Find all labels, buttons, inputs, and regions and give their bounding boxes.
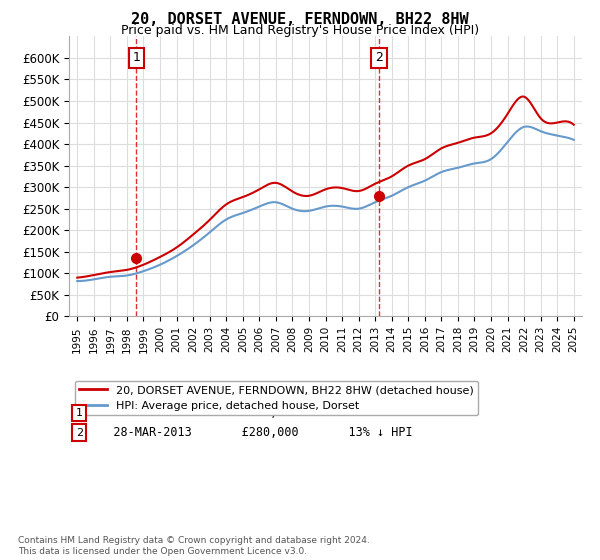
Text: 1: 1 bbox=[133, 52, 140, 64]
Text: Contains HM Land Registry data © Crown copyright and database right 2024.
This d: Contains HM Land Registry data © Crown c… bbox=[18, 536, 370, 556]
Text: 2: 2 bbox=[76, 428, 83, 437]
Text: 30-JUL-1998       £135,000       12% ↑ HPI: 30-JUL-1998 £135,000 12% ↑ HPI bbox=[92, 407, 413, 419]
Text: Price paid vs. HM Land Registry's House Price Index (HPI): Price paid vs. HM Land Registry's House … bbox=[121, 24, 479, 37]
Text: 1: 1 bbox=[76, 408, 83, 418]
Text: 20, DORSET AVENUE, FERNDOWN, BH22 8HW: 20, DORSET AVENUE, FERNDOWN, BH22 8HW bbox=[131, 12, 469, 27]
Text: 2: 2 bbox=[375, 52, 383, 64]
Text: 28-MAR-2013       £280,000       13% ↓ HPI: 28-MAR-2013 £280,000 13% ↓ HPI bbox=[92, 426, 413, 439]
Legend: 20, DORSET AVENUE, FERNDOWN, BH22 8HW (detached house), HPI: Average price, deta: 20, DORSET AVENUE, FERNDOWN, BH22 8HW (d… bbox=[74, 381, 478, 415]
